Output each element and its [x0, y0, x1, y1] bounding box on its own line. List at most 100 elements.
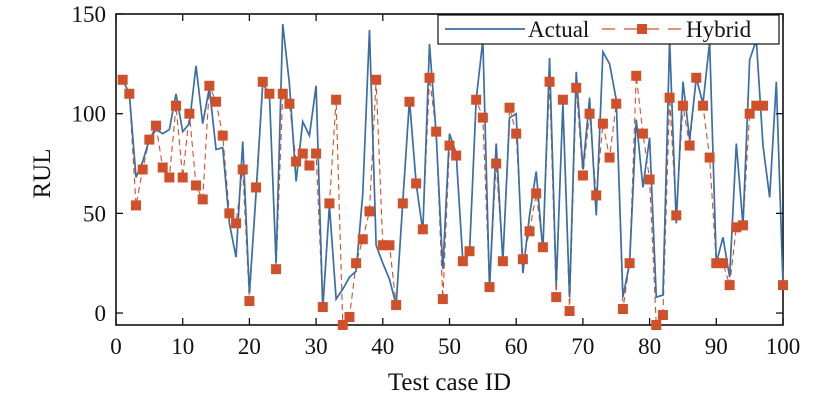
data-point-hybrid — [311, 148, 322, 159]
data-point-hybrid — [397, 198, 408, 209]
x-tick-label: 70 — [571, 334, 594, 359]
data-point-hybrid — [524, 226, 535, 237]
data-point-hybrid — [544, 76, 555, 87]
data-point-hybrid — [164, 172, 175, 183]
data-point-hybrid — [131, 200, 142, 211]
data-point-hybrid — [384, 240, 395, 251]
data-point-hybrid — [237, 164, 248, 175]
x-tick-label: 60 — [505, 334, 528, 359]
data-point-hybrid — [697, 100, 708, 111]
ticks-layer: 0 10 20 30 40 50 60 70 80 90 100 0 50 100 150 — [72, 2, 801, 359]
data-point-hybrid — [371, 74, 382, 85]
data-point-hybrid — [144, 134, 155, 145]
data-point-hybrid — [691, 72, 702, 83]
data-point-hybrid — [337, 320, 348, 330]
data-point-hybrid — [211, 96, 222, 107]
data-point-hybrid — [197, 194, 208, 205]
data-point-hybrid — [424, 72, 435, 83]
data-point-hybrid — [304, 160, 315, 171]
legend-marker-hybrid — [637, 24, 647, 34]
data-point-hybrid — [124, 88, 135, 99]
data-point-hybrid — [264, 88, 275, 99]
data-point-hybrid — [324, 198, 335, 209]
data-point-hybrid — [291, 156, 302, 167]
x-tick-label: 80 — [638, 334, 661, 359]
y-tick-label: 50 — [83, 201, 106, 226]
data-point-hybrid — [431, 126, 442, 137]
x-tick-label: 50 — [438, 334, 461, 359]
x-axis-title: Test case ID — [388, 369, 511, 396]
data-point-hybrid — [491, 158, 502, 169]
data-point-hybrid — [151, 120, 162, 131]
data-point-hybrid — [577, 170, 588, 181]
data-point-hybrid — [411, 178, 422, 189]
data-point-hybrid — [297, 148, 308, 159]
data-point-hybrid — [677, 100, 688, 111]
data-point-hybrid — [751, 100, 762, 111]
data-point-hybrid — [351, 258, 362, 269]
y-tick-label: 150 — [72, 2, 107, 27]
legend: Actual Hybrid — [437, 14, 780, 45]
data-point-hybrid — [724, 280, 735, 291]
y-tick-label: 0 — [95, 301, 107, 326]
data-point-hybrid — [717, 258, 728, 269]
data-point-hybrid — [624, 258, 635, 269]
data-point-hybrid — [444, 140, 455, 151]
data-point-hybrid — [571, 82, 582, 93]
data-point-hybrid — [757, 100, 768, 111]
data-point-hybrid — [137, 164, 148, 175]
data-point-hybrid — [451, 150, 462, 161]
data-point-hybrid — [257, 76, 268, 87]
x-tick-label: 20 — [238, 334, 261, 359]
data-point-hybrid — [357, 234, 368, 245]
data-point-hybrid — [184, 108, 195, 119]
data-point-hybrid — [177, 172, 188, 183]
data-point-hybrid — [778, 280, 788, 291]
data-point-hybrid — [644, 174, 655, 185]
data-point-hybrid — [711, 258, 722, 269]
data-point-hybrid — [631, 70, 642, 81]
series-line-hybrid — [123, 76, 783, 325]
data-point-hybrid — [204, 80, 215, 91]
series-line-actual — [121, 23, 784, 310]
data-point-hybrid — [277, 88, 288, 99]
data-point-hybrid — [457, 256, 468, 267]
data-point-hybrid — [464, 246, 475, 257]
data-point-hybrid — [364, 206, 375, 217]
data-point-hybrid — [584, 108, 595, 119]
data-point-hybrid — [557, 94, 568, 105]
data-point-hybrid — [317, 302, 328, 313]
plot-frame — [115, 13, 784, 326]
data-point-hybrid — [217, 130, 228, 141]
x-tick-label: 40 — [371, 334, 394, 359]
data-point-hybrid — [244, 296, 255, 307]
data-point-hybrid — [417, 224, 428, 235]
data-point-hybrid — [484, 282, 495, 293]
data-point-hybrid — [591, 190, 602, 201]
data-point-hybrid — [517, 254, 528, 265]
x-tick-label: 10 — [171, 334, 194, 359]
x-tick-label: 100 — [766, 334, 801, 359]
data-point-hybrid — [404, 96, 415, 107]
data-point-hybrid — [651, 320, 662, 330]
data-point-hybrid — [331, 94, 342, 105]
data-point-hybrid — [497, 256, 508, 267]
data-point-hybrid — [504, 102, 515, 113]
data-point-hybrid — [344, 312, 355, 323]
y-axis-title: RUL — [29, 149, 56, 199]
data-point-hybrid — [671, 210, 682, 221]
data-point-hybrid — [637, 128, 648, 139]
data-point-hybrid — [191, 180, 202, 191]
data-point-hybrid — [231, 218, 242, 229]
marks-layer — [117, 23, 788, 330]
data-point-hybrid — [531, 188, 542, 199]
data-point-hybrid — [737, 220, 748, 231]
y-tick-label: 100 — [72, 102, 107, 127]
data-point-hybrid — [597, 118, 608, 129]
data-point-hybrid — [117, 74, 128, 85]
data-point-hybrid — [744, 108, 755, 119]
x-tick-label: 90 — [705, 334, 728, 359]
data-point-hybrid — [171, 100, 182, 111]
